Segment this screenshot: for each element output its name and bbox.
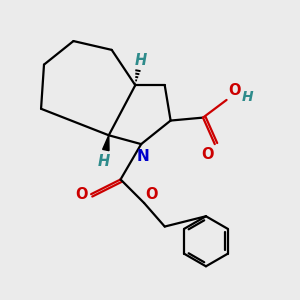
- Text: O: O: [146, 187, 158, 202]
- Text: N: N: [136, 148, 149, 164]
- Text: H: H: [242, 90, 254, 104]
- Text: O: O: [75, 187, 88, 202]
- Text: O: O: [228, 83, 241, 98]
- Text: O: O: [201, 147, 213, 162]
- Text: H: H: [98, 154, 110, 169]
- Text: H: H: [134, 52, 147, 68]
- Polygon shape: [103, 135, 109, 151]
